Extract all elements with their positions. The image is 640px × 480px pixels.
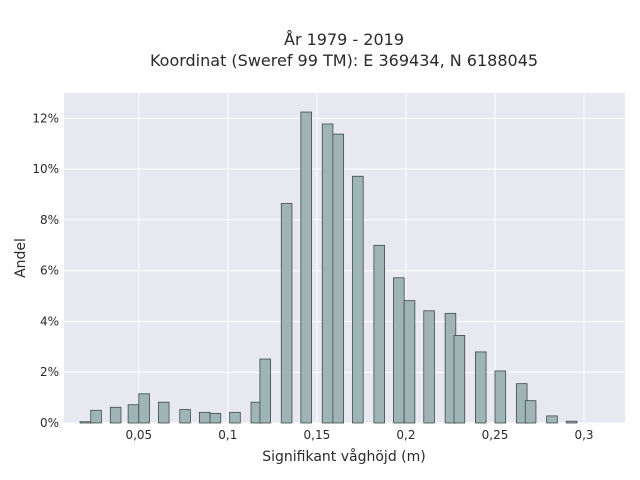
histogram-bar [321,123,334,424]
grid-lines [64,93,625,424]
y-tick-label: 4% [40,314,59,328]
x-axis-label: Signifikant våghöjd (m) [262,448,425,465]
y-tick-label: 2% [40,365,59,379]
histogram-bar [494,370,507,424]
x-tick-label: 0,3 [574,428,593,442]
histogram-bar [546,415,558,424]
histogram-bar [259,358,271,424]
y-tick-label: 8% [40,213,59,227]
y-tick-label: 0% [40,416,59,430]
x-tick-label: 0,15 [304,428,331,442]
chart-title-line1: År 1979 - 2019 [284,30,404,49]
x-tick-label: 0,05 [125,428,152,442]
x-tick-label: 0,1 [218,428,237,442]
histogram-bar [157,401,170,424]
y-tick-label: 10% [32,162,59,176]
histogram-bar [474,351,487,424]
x-tick-label: 0,2 [396,428,415,442]
histogram-bar [179,409,191,424]
histogram-bar [198,411,211,424]
histogram-bar [524,400,537,424]
chart-title-line2: Koordinat (Sweref 99 TM): E 369434, N 61… [150,51,538,70]
histogram-bar [280,203,293,424]
histogram-bar [79,421,92,424]
bar-series [79,111,578,424]
histogram-bar [209,412,222,424]
histogram-bar [138,393,150,424]
histogram-bar [90,409,102,424]
histogram-bar [403,300,416,424]
histogram-bar [127,404,140,424]
histogram-bar [109,406,122,424]
histogram-bar [393,277,405,424]
histogram-bar [453,335,466,424]
x-tick-label: 0,25 [482,428,509,442]
histogram-bar [300,111,312,424]
plot-area [64,93,625,423]
histogram-bar [423,310,435,424]
histogram-bar [565,420,578,424]
y-tick-label: 12% [32,111,59,125]
histogram-bar [373,244,385,424]
histogram-bar [352,175,364,424]
axis-ticks: 0,05 0,1 0,15 0,2 0,25 0,3 0% 2% 4% 6% 8% 10% 12% [32,111,593,442]
y-tick-label: 6% [40,264,59,278]
histogram-bar [229,411,241,424]
histogram-bar [332,133,345,424]
y-axis-label: Andel [13,238,29,278]
